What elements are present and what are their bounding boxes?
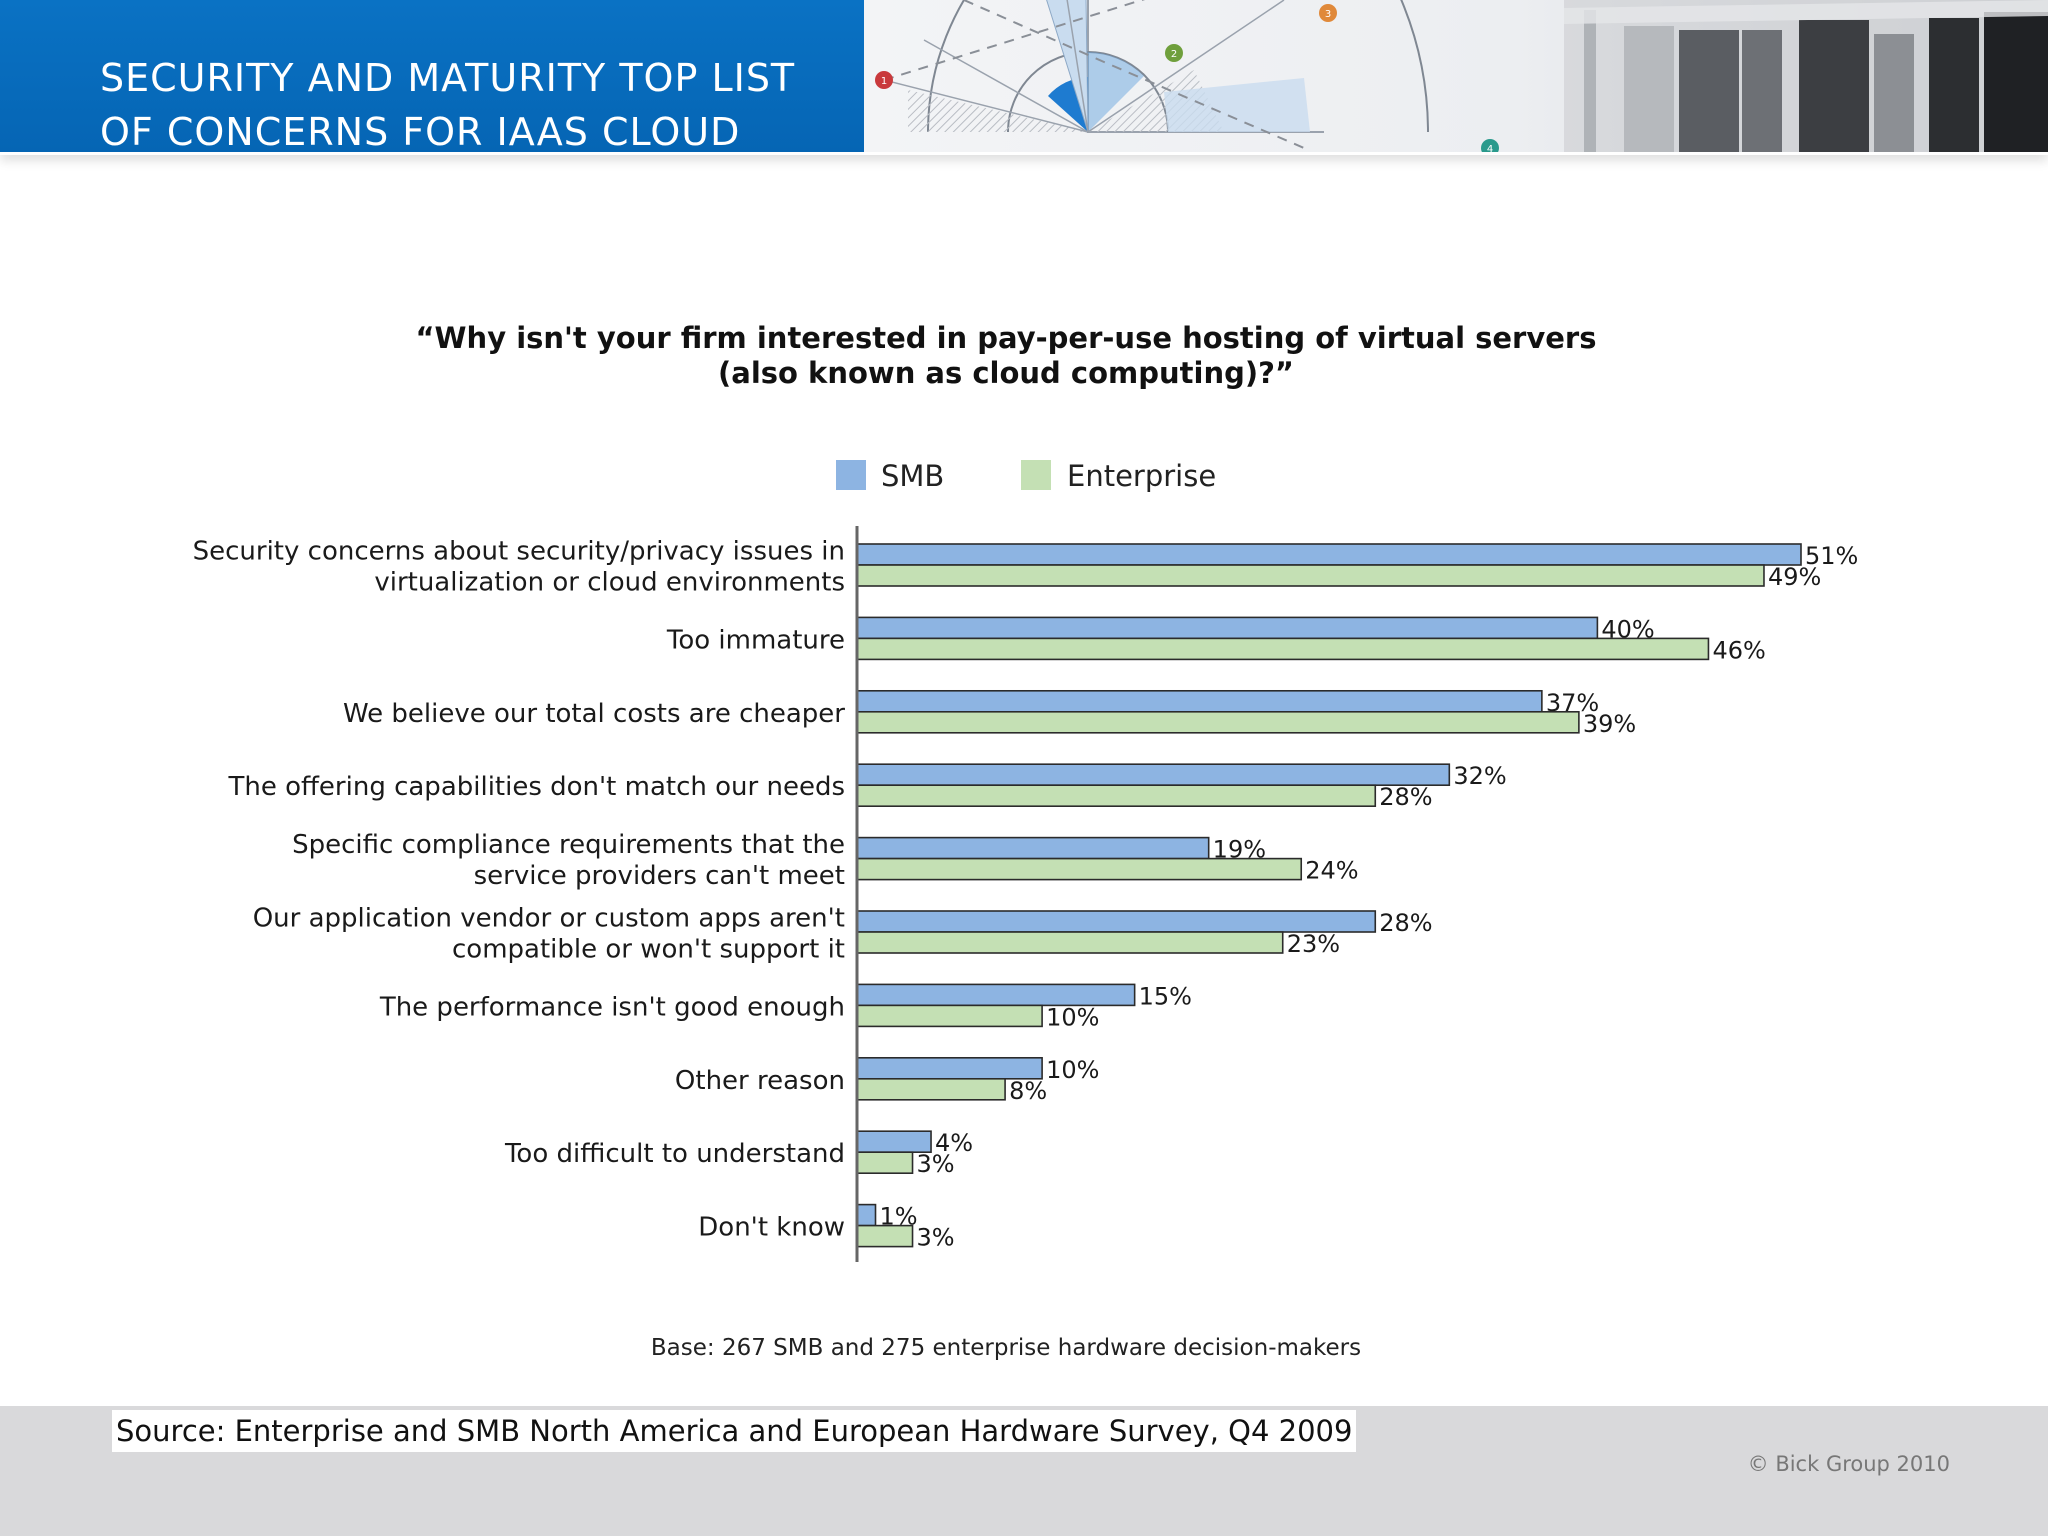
enterprise-value-label: 23% <box>1287 930 1340 958</box>
slide-title-line-1: SECURITY AND MATURITY TOP LIST <box>100 56 796 100</box>
enterprise-value-label: 24% <box>1305 857 1358 885</box>
category-label: Our application vendor or custom apps ar… <box>253 904 845 934</box>
enterprise-bar <box>856 931 1284 954</box>
chart-title-line-2: (also known as cloud computing)?” <box>718 356 1294 390</box>
smb-bar <box>856 543 1802 566</box>
svg-text:3: 3 <box>1325 9 1331 20</box>
svg-text:1: 1 <box>881 76 887 87</box>
chart-legend: SMB Enterprise <box>836 459 1216 493</box>
smb-bar <box>856 1056 1043 1080</box>
enterprise-bar <box>856 637 1710 661</box>
legend-swatch-enterprise <box>1021 460 1051 490</box>
category-label: Don't know <box>698 1213 845 1243</box>
category-label: virtualization or cloud environments <box>374 568 845 598</box>
enterprise-value-label: 10% <box>1046 1003 1099 1031</box>
category-label: Too difficult to understand <box>504 1139 845 1169</box>
svg-text:4: 4 <box>1487 144 1493 152</box>
enterprise-bar <box>856 564 1765 587</box>
slide-header: SECURITY AND MATURITY TOP LIST OF CONCER… <box>0 0 2048 155</box>
enterprise-bar <box>856 784 1377 808</box>
radar-diagram: 1 2 3 4 <box>875 0 1499 152</box>
smb-bar <box>856 616 1599 640</box>
enterprise-bar <box>856 1151 914 1175</box>
smb-value-label: 10% <box>1046 1056 1099 1084</box>
legend-label-smb: SMB <box>881 459 944 493</box>
chart-title-line-1: “Why isn't your firm interested in pay-p… <box>416 321 1597 355</box>
category-label: Security concerns about security/privacy… <box>193 537 845 567</box>
smb-bar <box>856 836 1210 860</box>
legend-swatch-smb <box>836 460 866 490</box>
category-label: The offering capabilities don't match ou… <box>227 772 845 802</box>
enterprise-bar <box>856 1077 1006 1101</box>
smb-value-label: 15% <box>1139 982 1192 1010</box>
enterprise-value-label: 39% <box>1583 710 1636 738</box>
enterprise-value-label: 46% <box>1712 636 1765 664</box>
smb-bar <box>856 983 1136 1007</box>
enterprise-value-label: 3% <box>917 1150 955 1178</box>
smb-bar <box>856 1130 932 1154</box>
category-label: Too immature <box>666 625 845 655</box>
smb-value-label: 4% <box>935 1129 973 1157</box>
smb-value-label: 51% <box>1805 542 1858 570</box>
legend-label-enterprise: Enterprise <box>1067 459 1216 493</box>
smb-bar <box>856 910 1377 933</box>
category-label: Other reason <box>675 1066 845 1096</box>
svg-text:2: 2 <box>1171 49 1177 60</box>
category-label: We believe our total costs are cheaper <box>343 699 845 729</box>
header-banner-image: 1 2 3 4 <box>864 0 2048 152</box>
enterprise-bar <box>856 1224 914 1248</box>
chart-base-note: Base: 267 SMB and 275 enterprise hardwar… <box>651 1335 1361 1361</box>
enterprise-value-label: 8% <box>1009 1077 1047 1105</box>
category-label: service providers can't meet <box>474 861 845 891</box>
radar-marker-icon <box>1481 139 1499 152</box>
radar-marker-icon <box>1165 44 1183 62</box>
datacenter-photo <box>1564 0 2048 152</box>
survey-bar-chart: “Why isn't your firm interested in pay-p… <box>193 321 1859 1361</box>
smb-bar <box>856 763 1451 787</box>
category-label: The performance isn't good enough <box>379 992 845 1022</box>
source-citation: Source: Enterprise and SMB North America… <box>112 1410 1357 1452</box>
smb-bar <box>856 1203 877 1227</box>
chart-plot-area: Security concerns about security/privacy… <box>193 537 1859 1252</box>
enterprise-value-label: 3% <box>917 1224 955 1252</box>
smb-value-label: 28% <box>1379 909 1432 937</box>
enterprise-bar <box>856 710 1580 734</box>
title-panel: SECURITY AND MATURITY TOP LIST OF CONCER… <box>0 0 864 154</box>
enterprise-value-label: 49% <box>1768 563 1821 591</box>
category-label: Specific compliance requirements that th… <box>292 830 845 860</box>
enterprise-bar <box>856 857 1303 881</box>
slide-title-line-2: OF CONCERNS FOR IAAS CLOUD <box>100 110 741 154</box>
radar-marker-icon <box>1319 4 1337 22</box>
smb-value-label: 32% <box>1453 762 1506 790</box>
copyright-notice: © Bick Group 2010 <box>1747 1452 1950 1476</box>
category-label: compatible or won't support it <box>452 935 845 965</box>
enterprise-bar <box>856 1004 1043 1028</box>
smb-bar <box>856 689 1543 713</box>
radar-marker-icon <box>875 71 893 89</box>
enterprise-value-label: 28% <box>1379 783 1432 811</box>
